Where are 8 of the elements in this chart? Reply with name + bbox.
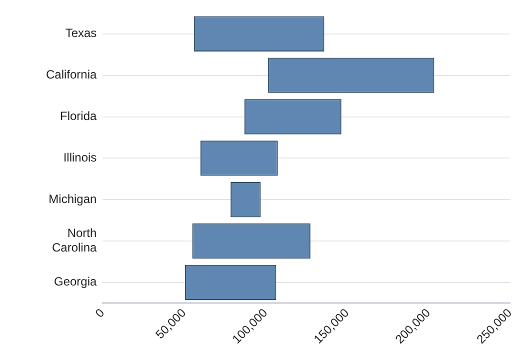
y-tick-label: Texas (65, 26, 97, 40)
y-tick-label: California (46, 68, 97, 82)
y-tick-label: Illinois (63, 150, 97, 164)
y-tick-label: Florida (60, 109, 98, 124)
y-tick-label: North Carolina (52, 226, 97, 255)
y-tick-label: Michigan (48, 192, 97, 206)
y-tick-label: Georgia (54, 274, 98, 289)
x-tick-label: 0 (92, 306, 108, 320)
